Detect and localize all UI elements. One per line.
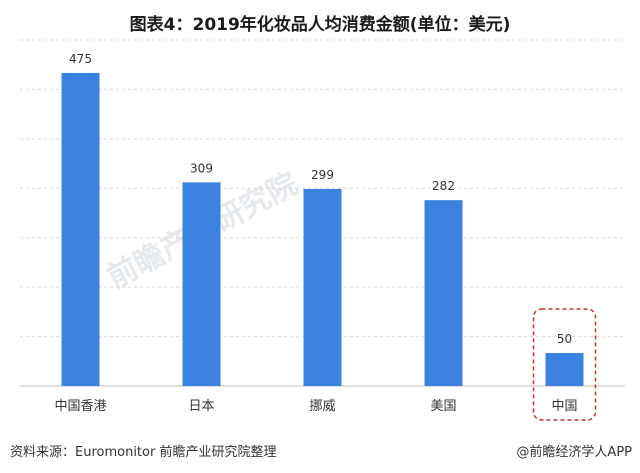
chart-title: 图表4：2019年化妆品人均消费金额(单位：美元) <box>129 15 511 35</box>
category-label-1: 日本 <box>188 399 214 414</box>
bar-3 <box>424 200 463 386</box>
brand-credit: @前瞻经济学人APP <box>516 445 632 460</box>
category-label-2: 挪威 <box>309 399 335 414</box>
bar-1 <box>182 182 221 386</box>
highlight-box-china <box>532 308 597 421</box>
category-label-3: 美国 <box>430 399 456 414</box>
category-label-4: 中国 <box>551 399 577 414</box>
bar-0 <box>61 72 100 386</box>
source-note: 资料来源：Euromonitor 前瞻产业研究院整理 <box>10 445 277 460</box>
value-label-4: 50 <box>557 332 572 346</box>
category-label-0: 中国香港 <box>54 399 106 414</box>
value-label-1: 309 <box>190 161 213 175</box>
bar-2 <box>303 188 342 386</box>
value-labels: 475 309 299 282 50 <box>69 52 572 346</box>
highlight-box <box>532 308 597 421</box>
category-labels: 中国香港 日本 挪威 美国 中国 <box>54 399 577 414</box>
bar-4 <box>545 353 584 386</box>
value-label-0: 475 <box>69 52 92 66</box>
bars <box>61 72 584 386</box>
value-label-3: 282 <box>432 179 455 193</box>
value-label-2: 299 <box>311 168 334 182</box>
